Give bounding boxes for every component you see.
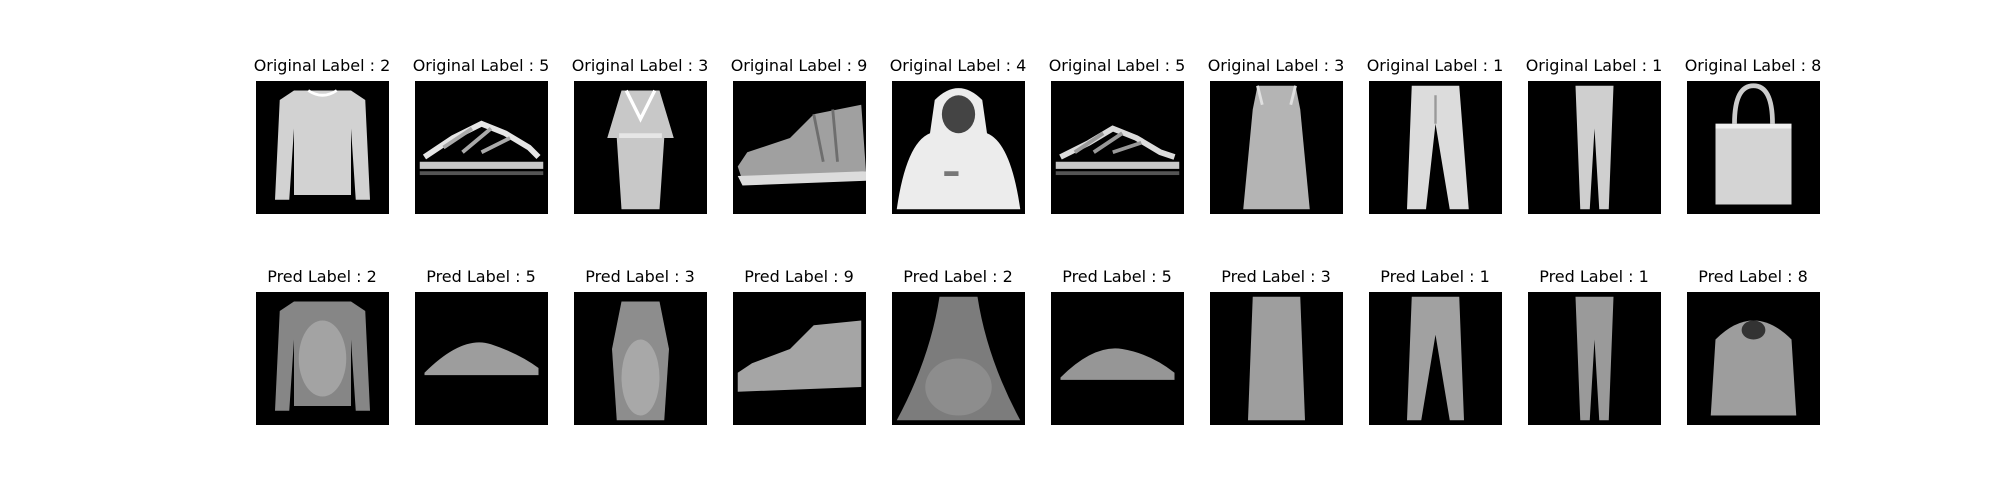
original-label-title: Original Label : 2 [253,56,391,75]
original-label-title: Original Label : 3 [1207,56,1345,75]
original-label-title: Original Label : 5 [1048,56,1186,75]
pred-label-title: Pred Label : 1 [1539,267,1649,286]
original-label-title: Original Label : 4 [889,56,1027,75]
original-image-sandal [415,81,548,214]
original-image-dress [574,81,707,214]
original-cell: Original Label : 3 [1206,56,1346,216]
prediction-cell: Pred Label : 8 [1683,267,1823,427]
prediction-cell: Pred Label : 2 [252,267,392,427]
original-cell: Original Label : 5 [1047,56,1187,216]
pred-image-bag [1687,292,1820,425]
original-cell: Original Label : 8 [1683,56,1823,216]
original-label-title: Original Label : 1 [1525,56,1663,75]
prediction-cell: Pred Label : 1 [1365,267,1505,427]
pred-image-sandal [415,292,548,425]
original-cell: Original Label : 1 [1365,56,1505,216]
pred-label-title: Pred Label : 3 [1221,267,1331,286]
pred-image-dress [1210,292,1343,425]
original-label-title: Original Label : 9 [730,56,868,75]
pred-image-sandal [1051,292,1184,425]
pred-image-dress [574,292,707,425]
prediction-cell: Pred Label : 5 [1047,267,1187,427]
original-image-ankle-boot [733,81,866,214]
original-label-title: Original Label : 1 [1366,56,1504,75]
original-cell: Original Label : 1 [1524,56,1664,216]
pred-image-blurry-top [892,292,1025,425]
original-cell: Original Label : 3 [570,56,710,216]
original-images-row: Original Label : 2 Original Label : 5 Or… [0,56,2000,216]
pred-label-title: Pred Label : 1 [1380,267,1490,286]
original-image-hooded-coat [892,81,1025,214]
pred-label-title: Pred Label : 3 [585,267,695,286]
pred-label-title: Pred Label : 8 [1698,267,1808,286]
pred-image-ankle-boot [733,292,866,425]
pred-label-title: Pred Label : 9 [744,267,854,286]
original-cell: Original Label : 5 [411,56,551,216]
prediction-cell: Pred Label : 2 [888,267,1028,427]
pred-label-title: Pred Label : 5 [426,267,536,286]
original-image-dress [1210,81,1343,214]
original-image-bag [1687,81,1820,214]
pred-image-long-sleeve-top [256,292,389,425]
original-label-title: Original Label : 3 [571,56,709,75]
original-label-title: Original Label : 5 [412,56,550,75]
prediction-cell: Pred Label : 1 [1524,267,1664,427]
prediction-cell: Pred Label : 9 [729,267,869,427]
predicted-images-row: Pred Label : 2 Pred Label : 5 Pred Label… [0,267,2000,427]
pred-image-trousers [1369,292,1502,425]
original-image-sandal [1051,81,1184,214]
pred-image-trousers [1528,292,1661,425]
original-image-trousers [1369,81,1502,214]
prediction-cell: Pred Label : 3 [570,267,710,427]
original-cell: Original Label : 2 [252,56,392,216]
original-image-trousers [1528,81,1661,214]
original-cell: Original Label : 4 [888,56,1028,216]
original-image-long-sleeve-top [256,81,389,214]
original-cell: Original Label : 9 [729,56,869,216]
original-label-title: Original Label : 8 [1684,56,1822,75]
prediction-cell: Pred Label : 3 [1206,267,1346,427]
pred-label-title: Pred Label : 5 [1062,267,1172,286]
pred-label-title: Pred Label : 2 [267,267,377,286]
pred-label-title: Pred Label : 2 [903,267,1013,286]
prediction-cell: Pred Label : 5 [411,267,551,427]
